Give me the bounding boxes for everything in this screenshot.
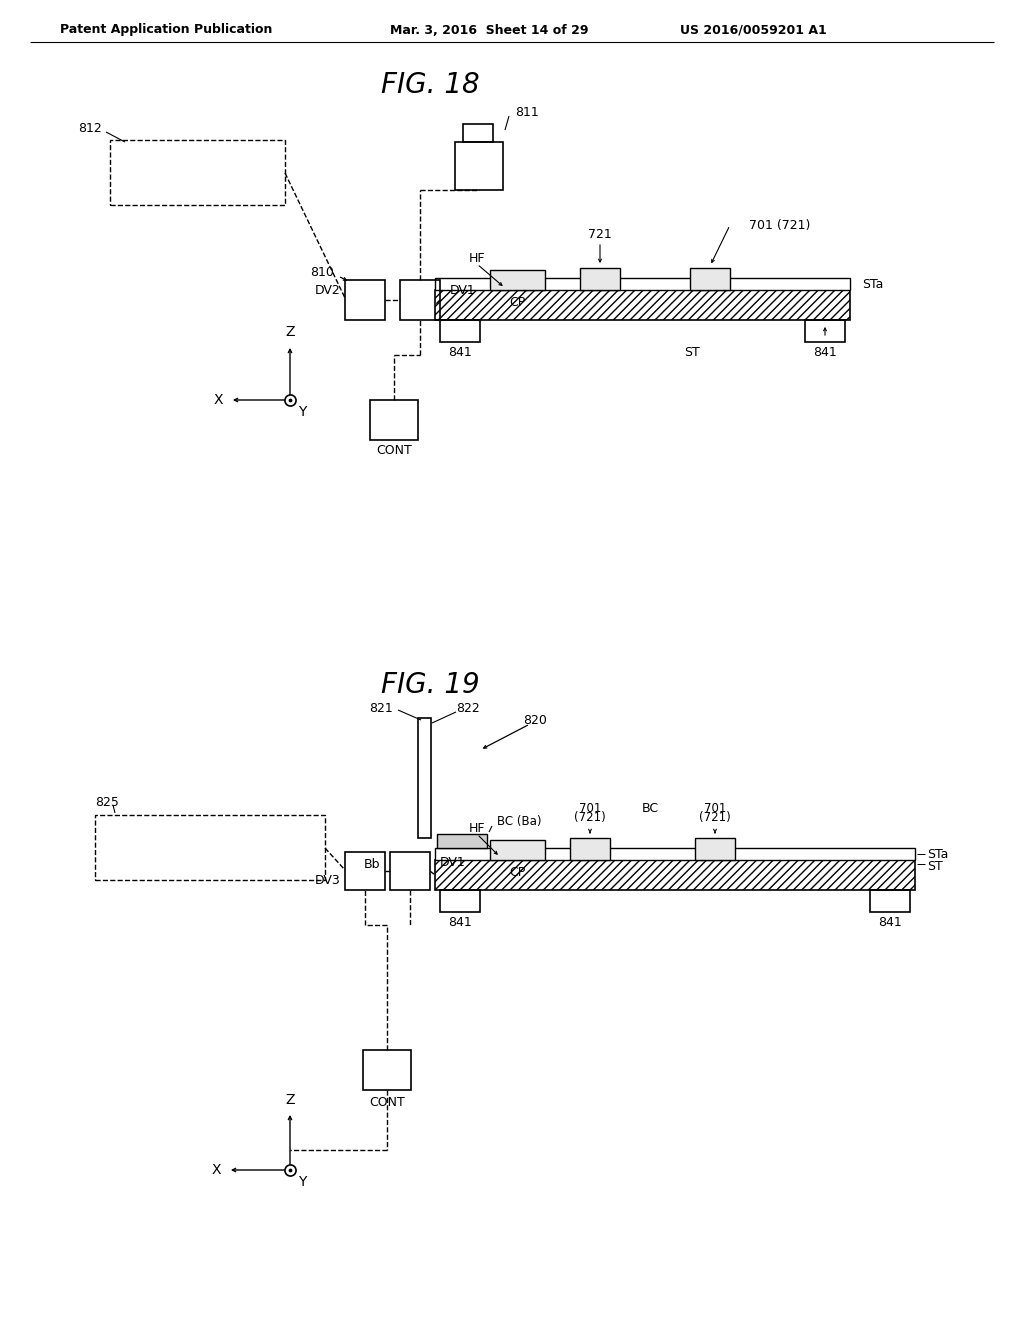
Text: DV1: DV1	[450, 284, 476, 297]
Text: 701: 701	[579, 801, 601, 814]
Text: 812: 812	[78, 121, 102, 135]
Text: Bb: Bb	[364, 858, 380, 871]
Bar	[435, 861, 915, 890]
Text: HF: HF	[469, 252, 485, 264]
Text: 820: 820	[523, 714, 547, 726]
Text: 841: 841	[813, 346, 837, 359]
Text: Y: Y	[298, 405, 306, 418]
Text: BC: BC	[641, 801, 658, 814]
Text: CONT: CONT	[376, 444, 412, 457]
Bar	[870, 890, 910, 912]
Text: 841: 841	[879, 916, 902, 928]
Text: 825: 825	[95, 796, 119, 809]
Bar	[490, 271, 545, 290]
Text: X: X	[211, 1163, 221, 1177]
Text: Patent Application Publication: Patent Application Publication	[60, 24, 272, 37]
Bar	[580, 268, 620, 290]
Text: DV1: DV1	[440, 855, 466, 869]
Text: US 2016/0059201 A1: US 2016/0059201 A1	[680, 24, 826, 37]
Bar	[110, 140, 285, 205]
Text: 701: 701	[703, 801, 726, 814]
Bar	[440, 319, 480, 342]
Text: 811: 811	[515, 106, 539, 119]
Text: Y: Y	[298, 1175, 306, 1189]
Bar	[400, 280, 440, 319]
Bar	[490, 840, 545, 861]
Bar	[418, 718, 431, 838]
Text: HF: HF	[469, 821, 485, 834]
Text: STa: STa	[927, 847, 948, 861]
Bar	[437, 834, 487, 847]
Bar	[805, 319, 845, 342]
Text: Z: Z	[286, 325, 295, 339]
Bar	[370, 400, 418, 440]
Text: (721): (721)	[699, 812, 731, 825]
Bar	[455, 143, 503, 190]
Text: FIG. 19: FIG. 19	[381, 671, 479, 700]
Text: 822: 822	[456, 701, 480, 714]
Text: X: X	[213, 393, 223, 407]
Bar	[435, 279, 850, 290]
Bar	[362, 1049, 411, 1090]
Bar	[435, 290, 850, 319]
Text: CP: CP	[509, 296, 525, 309]
Bar	[440, 890, 480, 912]
Bar	[345, 851, 385, 890]
Text: ST: ST	[684, 346, 699, 359]
Text: 841: 841	[449, 916, 472, 928]
Bar	[435, 847, 915, 861]
Text: FIG. 18: FIG. 18	[381, 71, 479, 99]
Text: CONT: CONT	[369, 1096, 404, 1109]
Text: 701 (721): 701 (721)	[750, 219, 811, 231]
Bar	[463, 124, 493, 143]
Bar	[695, 838, 735, 861]
Bar	[345, 280, 385, 319]
Text: BC (Ba): BC (Ba)	[497, 816, 542, 829]
Bar	[570, 838, 610, 861]
Bar	[690, 268, 730, 290]
Text: 821: 821	[370, 701, 393, 714]
Bar	[95, 814, 325, 880]
Text: CP: CP	[509, 866, 525, 879]
Text: DV3: DV3	[314, 874, 340, 887]
Text: 841: 841	[449, 346, 472, 359]
Text: 721: 721	[588, 228, 612, 242]
Text: DV2: DV2	[314, 284, 340, 297]
Text: Mar. 3, 2016  Sheet 14 of 29: Mar. 3, 2016 Sheet 14 of 29	[390, 24, 589, 37]
Text: ST: ST	[927, 859, 943, 873]
Text: Z: Z	[286, 1093, 295, 1107]
Bar	[390, 851, 430, 890]
Text: 810: 810	[310, 265, 334, 279]
Text: STa: STa	[862, 277, 884, 290]
Text: (721): (721)	[574, 812, 606, 825]
